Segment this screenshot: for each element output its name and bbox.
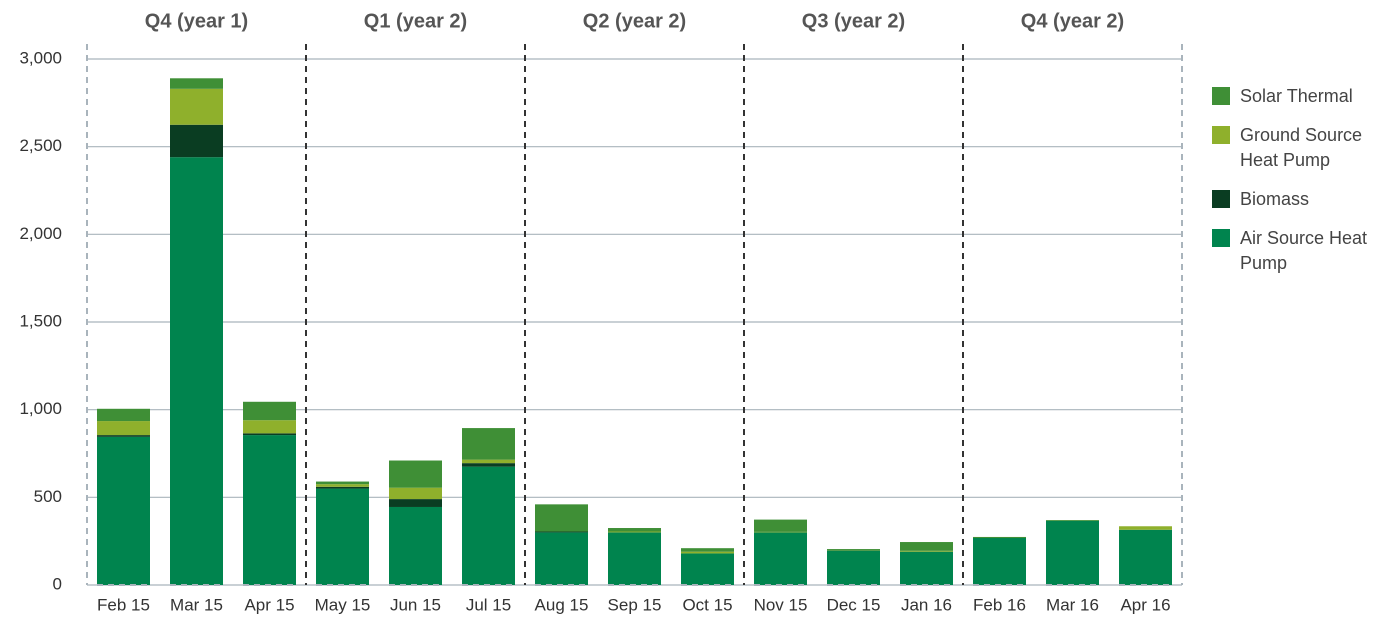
bar-segment [754,519,807,532]
legend-label: Ground Source Heat Pump [1240,125,1363,170]
legend-swatch [1212,229,1230,247]
y-tick-label: 1,000 [19,399,62,418]
x-tick-label: Mar 16 [1046,595,1099,614]
bar-segment [170,157,223,586]
bar-segment [681,553,734,585]
bar-segment [827,550,880,585]
group-label: Q4 (year 2) [1021,10,1124,32]
x-tick-label: Jan 16 [901,595,952,614]
x-tick-label: Oct 15 [682,595,732,614]
bar-segment [97,436,150,585]
bar-segment [681,551,734,554]
bar-segment [900,542,953,551]
bar-segment [97,435,150,437]
bar-segment [973,538,1026,585]
bar-segment [535,504,588,532]
bar-segment [608,528,661,532]
x-tick-label: Jul 15 [466,595,511,614]
bar-segment [462,466,515,585]
bar-segment [608,532,661,585]
bar-segment [316,486,369,489]
bar-segment [1046,520,1099,522]
x-tick-label: Feb 15 [97,595,150,614]
bar-segment [900,551,953,585]
bar-segment [97,421,150,436]
bar-segment [97,408,150,422]
group-label: Q2 (year 2) [583,10,686,32]
legend-swatch [1212,126,1230,144]
bar-segment [316,484,369,487]
group-label: Q1 (year 2) [364,10,467,32]
bar-segment [170,88,223,125]
legend-item: Ground Source Heat Pump [1212,123,1380,173]
bar-segment [243,433,296,436]
y-tick-label: 2,000 [19,224,62,243]
bar-segment [1119,529,1172,585]
x-tick-label: Apr 16 [1120,595,1170,614]
legend-label: Air Source Heat Pump [1240,228,1368,273]
y-tick-label: 1,500 [19,311,62,330]
legend: Solar Thermal Ground Source Heat Pump Biom… [1212,84,1380,290]
x-tick-label: Apr 15 [244,595,294,614]
legend-label: Solar Thermal [1240,86,1353,106]
group-label: Q3 (year 2) [802,10,905,32]
bar-segment [389,460,442,488]
bar-segment [462,459,515,464]
y-tick-label: 2,500 [19,136,62,155]
x-tick-label: May 15 [315,595,371,614]
legend-swatch [1212,87,1230,105]
x-tick-label: Nov 15 [754,595,808,614]
bar-segment [243,401,296,421]
legend-item: Biomass [1212,187,1380,212]
x-tick-label: Aug 15 [535,595,589,614]
bar-segment [827,549,880,551]
bar-segment [462,428,515,460]
bar-segment [389,506,442,585]
x-tick-label: Jun 15 [390,595,441,614]
bar-segment [389,499,442,507]
bar-segment [754,531,807,533]
bar-segment [389,487,442,500]
bar-segment [170,124,223,158]
bar-segment [681,548,734,552]
bar-segment [754,532,807,585]
bar-segment [462,463,515,467]
bar-segment [1046,521,1099,585]
bar-segment [535,532,588,585]
bar-segment [900,550,953,552]
y-tick-label: 3,000 [19,48,62,67]
bar-segment [1119,526,1172,530]
x-tick-label: Feb 16 [973,595,1026,614]
bar-segment [973,536,1026,539]
y-tick-label: 0 [53,574,62,593]
bar-segment [316,481,369,485]
bar-segment [243,435,296,585]
legend-item: Air Source Heat Pump [1212,226,1380,276]
bar-segment [243,420,296,434]
legend-swatch [1212,190,1230,208]
bar-segment [608,531,661,533]
x-tick-label: Dec 15 [827,595,881,614]
bar-segment [535,531,588,533]
y-tick-label: 500 [34,487,62,506]
bar-segment [316,488,369,585]
bar-segment [170,78,223,89]
x-tick-label: Mar 15 [170,595,223,614]
group-label: Q4 (year 1) [145,10,248,32]
legend-label: Biomass [1240,189,1310,209]
legend-item: Solar Thermal [1212,84,1380,109]
x-tick-label: Sep 15 [608,595,662,614]
